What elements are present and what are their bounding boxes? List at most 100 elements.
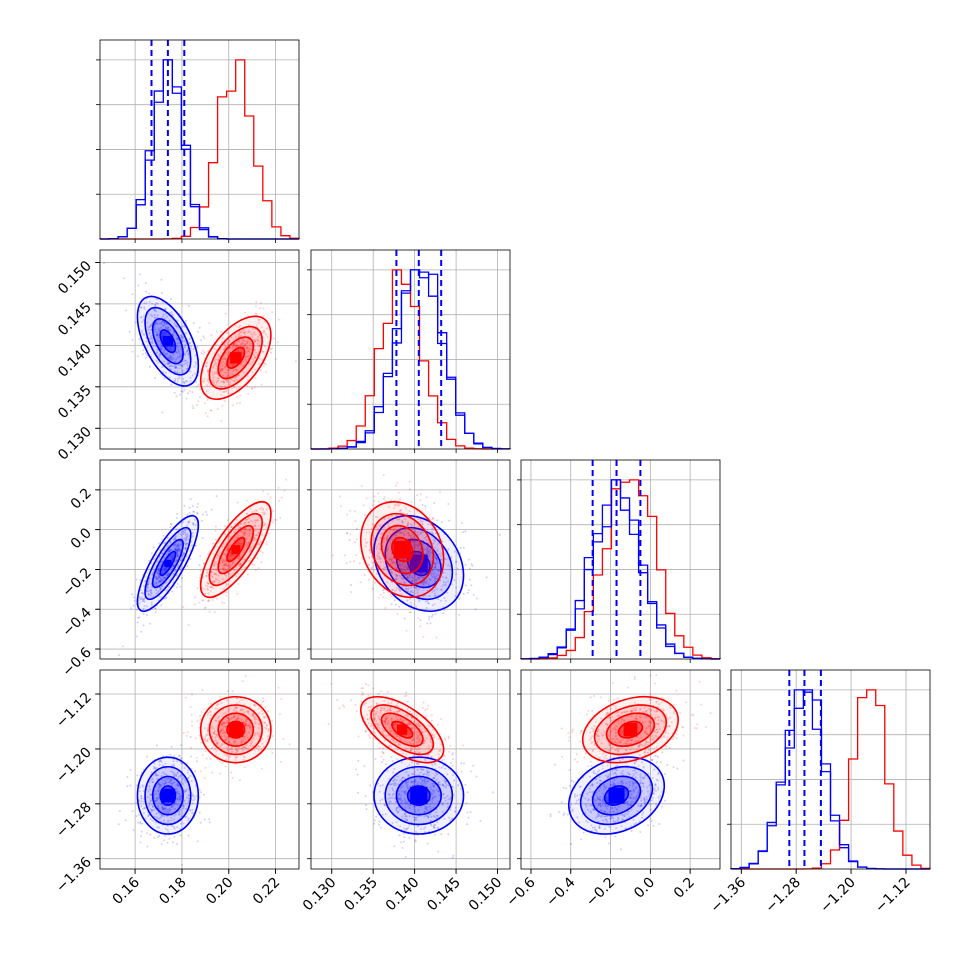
scatter-point <box>190 747 192 749</box>
scatter-point <box>133 605 135 607</box>
scatter-point <box>433 518 435 520</box>
scatter-point <box>395 604 397 606</box>
scatter-point <box>197 840 199 842</box>
scatter-point <box>202 537 204 539</box>
scatter-point <box>149 834 151 836</box>
scatter-point <box>211 509 213 511</box>
scatter-point <box>374 582 376 584</box>
scatter-point <box>275 358 277 360</box>
scatter-point <box>196 404 198 406</box>
scatter-point <box>267 493 269 495</box>
scatter-point <box>265 541 267 543</box>
scatter-point <box>199 396 201 398</box>
scatter-point <box>170 523 172 525</box>
scatter-point <box>194 596 196 598</box>
scatter-point <box>143 613 145 615</box>
scatter-point <box>403 833 405 835</box>
scatter-point <box>225 595 227 597</box>
scatter-point <box>448 520 450 522</box>
scatter-point <box>295 360 297 362</box>
scatter-point <box>136 815 138 817</box>
scatter-point <box>340 505 342 507</box>
scatter-point <box>350 591 352 593</box>
scatter-point <box>188 835 190 837</box>
density-peak <box>164 560 171 567</box>
scatter-point <box>202 689 204 691</box>
scatter-point <box>271 311 273 313</box>
scatter-point <box>430 622 432 624</box>
scatter-point <box>355 554 357 556</box>
scatter-point <box>151 552 153 554</box>
scatter-point <box>125 309 127 311</box>
scatter-point <box>171 746 173 748</box>
scatter-point <box>476 776 478 778</box>
scatter-point <box>199 564 201 566</box>
scatter-point <box>162 411 164 413</box>
scatter-point <box>190 498 192 500</box>
scatter-point <box>145 352 147 354</box>
scatter-point <box>278 500 280 502</box>
scatter-point <box>259 307 261 309</box>
scatter-point <box>174 392 176 394</box>
scatter-point <box>230 772 232 774</box>
scatter-point <box>221 420 223 422</box>
scatter-point <box>416 494 418 496</box>
scatter-point <box>260 550 262 552</box>
scatter-point <box>178 755 180 757</box>
scatter-point <box>183 732 185 734</box>
scatter-point <box>197 587 199 589</box>
scatter-point <box>378 501 380 503</box>
scatter-point <box>197 346 199 348</box>
scatter-point <box>382 589 384 591</box>
scatter-point <box>458 614 460 616</box>
scatter-point <box>395 485 397 487</box>
scatter-point <box>435 613 437 615</box>
scatter-point <box>188 624 190 626</box>
scatter-point <box>278 319 280 321</box>
scatter-point <box>208 322 210 324</box>
scatter-point <box>470 811 472 813</box>
scatter-point <box>470 584 472 586</box>
scatter-point <box>404 618 406 620</box>
scatter-point <box>384 496 386 498</box>
scatter-point <box>236 396 238 398</box>
scatter-point <box>173 755 175 757</box>
scatter-point <box>170 298 172 300</box>
scatter-point <box>137 285 139 287</box>
scatter-point <box>350 584 352 586</box>
scatter-point <box>409 481 411 483</box>
scatter-point <box>391 596 393 598</box>
scatter-point <box>265 371 267 373</box>
scatter-point <box>280 698 282 700</box>
scatter-point <box>139 274 141 276</box>
scatter-point <box>130 769 132 771</box>
scatter-point <box>185 398 187 400</box>
scatter-point <box>189 507 191 509</box>
scatter-point <box>369 784 371 786</box>
scatter-point <box>356 528 358 530</box>
scatter-point <box>406 630 408 632</box>
scatter-point <box>176 586 178 588</box>
scatter-point <box>499 534 501 536</box>
scatter-point <box>435 636 437 638</box>
scatter-point <box>201 520 203 522</box>
scatter-point <box>277 341 279 343</box>
scatter-point <box>364 574 366 576</box>
scatter-point <box>193 322 195 324</box>
scatter-point <box>163 839 165 841</box>
scatter-point <box>377 492 379 494</box>
scatter-point <box>143 625 145 627</box>
scatter-point <box>383 498 385 500</box>
scatter-point <box>118 823 120 825</box>
scatter-point <box>189 558 191 560</box>
scatter-point <box>460 547 462 549</box>
scatter-point <box>192 407 194 409</box>
scatter-point <box>284 490 286 492</box>
scatter-point <box>197 400 199 402</box>
scatter-point <box>226 591 228 593</box>
scatter-point <box>212 543 214 545</box>
scatter-point <box>465 584 467 586</box>
scatter-point <box>417 617 419 619</box>
scatter-point <box>205 511 207 513</box>
scatter-point <box>255 305 257 307</box>
